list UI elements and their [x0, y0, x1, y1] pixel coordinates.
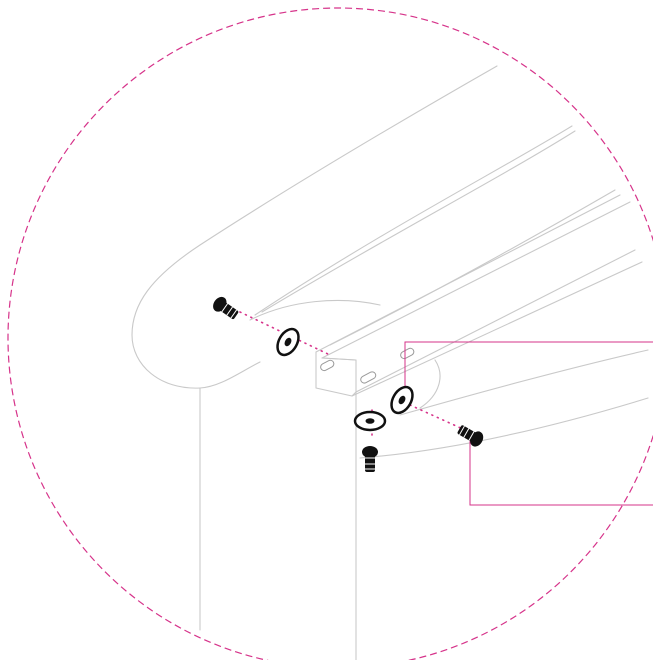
slot-1: [320, 359, 335, 372]
upper-arm-inner-edge: [254, 125, 573, 316]
hex-bolt-icon: [362, 446, 378, 472]
slot-2: [360, 371, 377, 384]
cross-bar-top-2: [321, 201, 631, 359]
bolt-right: [457, 425, 484, 447]
cross-bar-bottom: [351, 261, 643, 397]
frame-structure: [131, 65, 649, 660]
callout-bracket: [404, 341, 653, 506]
upper-arm-inner-edge-2: [261, 130, 576, 313]
washer-center: [353, 410, 387, 432]
curved-plate-right: [419, 359, 441, 409]
hex-bolt-icon: [213, 296, 239, 320]
lower-arm-top: [399, 349, 649, 416]
cross-bar-front: [355, 249, 636, 393]
cross-bar-end-face: [321, 357, 357, 361]
cross-bar-top: [315, 194, 621, 353]
bolt-bottom: [362, 446, 378, 472]
upper-arm-lower-edge: [329, 189, 616, 346]
lower-arm-bottom: [359, 397, 649, 459]
hex-bolt-icon: [457, 425, 484, 447]
guide-right: [409, 404, 466, 431]
guide-lines: [239, 311, 466, 441]
washer-right: [390, 385, 414, 415]
bolt-left: [213, 296, 239, 320]
detail-circle: [7, 7, 653, 660]
upper-arm-outline: [131, 65, 498, 389]
curved-plate: [249, 299, 381, 321]
slot-3: [400, 347, 415, 360]
washer-left: [276, 327, 300, 357]
